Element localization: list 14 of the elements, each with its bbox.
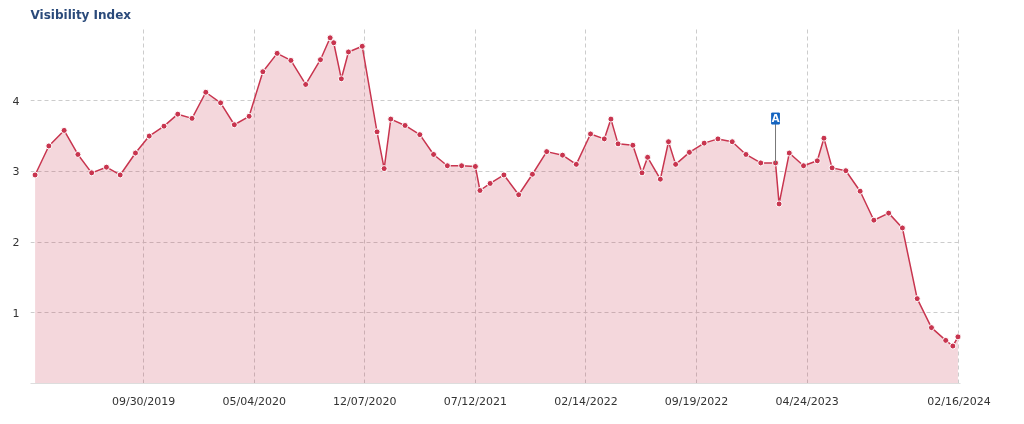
x-tick-label: 07/12/2021 bbox=[443, 394, 508, 408]
y-tick-label: 4 bbox=[12, 94, 20, 108]
x-tick-label: 09/19/2022 bbox=[664, 394, 729, 408]
y-tick-label: 2 bbox=[12, 236, 20, 250]
x-tick-label: 05/04/2020 bbox=[222, 394, 286, 408]
chart-title: Visibility Index bbox=[30, 7, 132, 22]
y-tick-label: 3 bbox=[12, 165, 20, 179]
x-tick-label: 09/30/2019 bbox=[111, 394, 176, 408]
x-tick-label: 04/24/2023 bbox=[775, 394, 839, 408]
annotation: A bbox=[771, 113, 780, 125]
x-tick-label: 12/07/2020 bbox=[333, 394, 397, 408]
y-tick-label: 1 bbox=[12, 306, 20, 320]
x-tick-label: 02/14/2022 bbox=[554, 394, 618, 408]
x-tick-label: 02/16/2024 bbox=[927, 394, 991, 408]
